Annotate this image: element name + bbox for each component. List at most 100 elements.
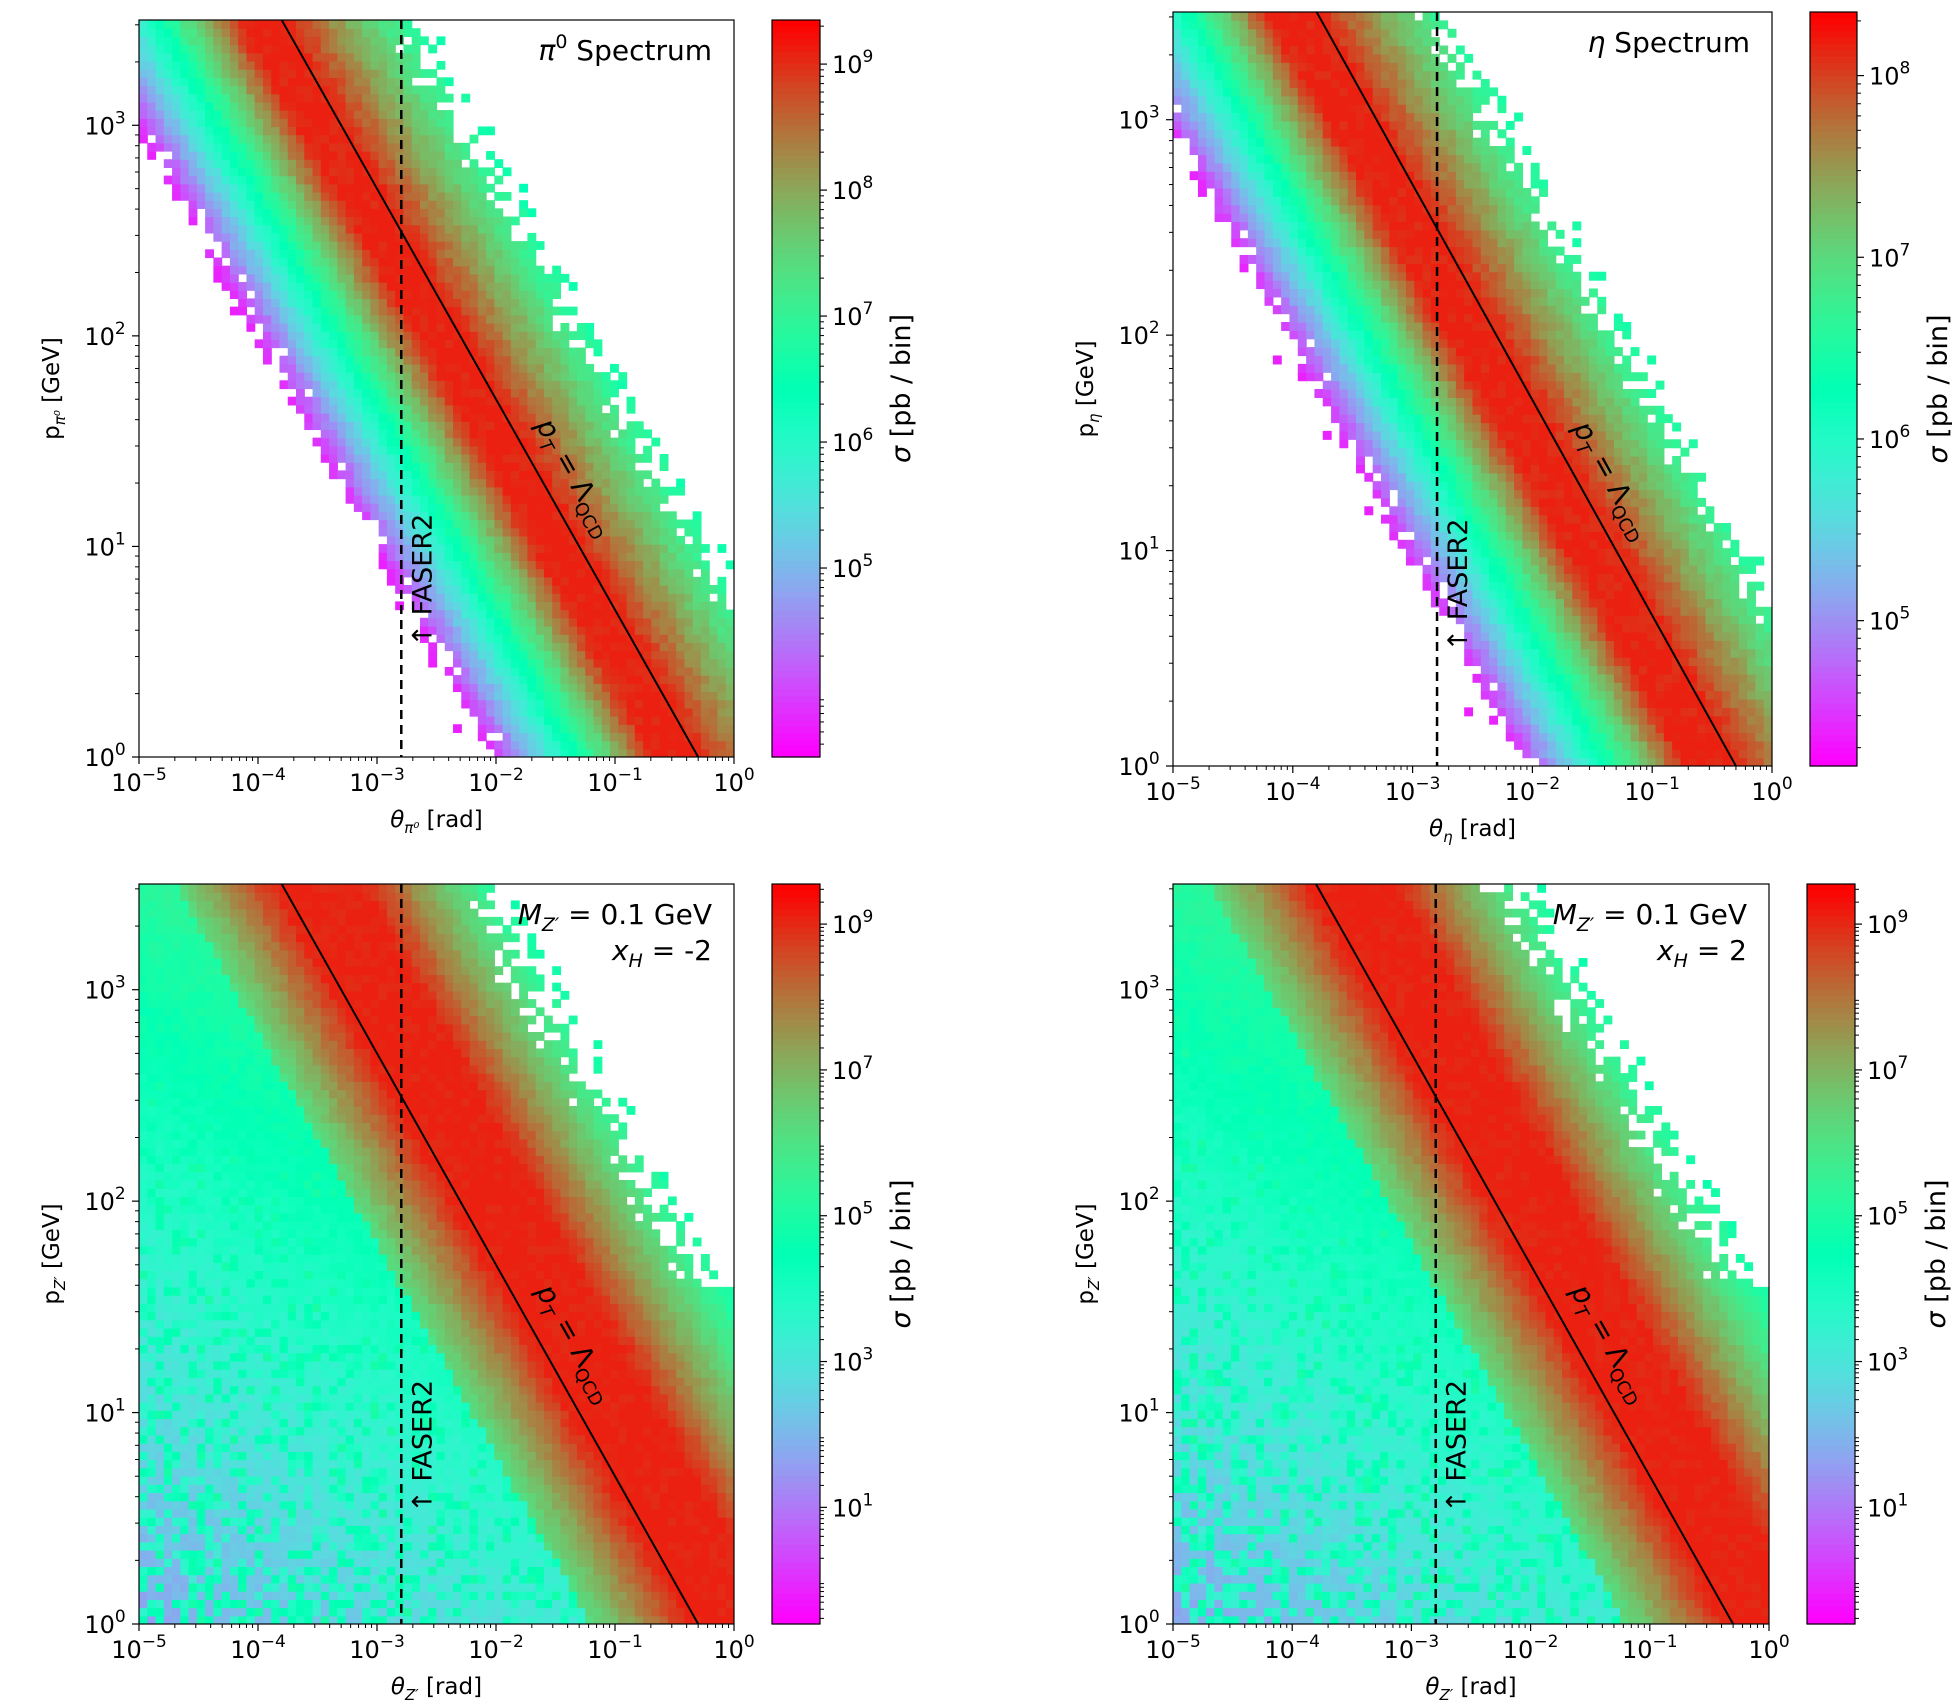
heatmap-cell — [585, 437, 595, 447]
heatmap-cell — [1672, 623, 1682, 633]
heatmap-cell — [560, 470, 570, 480]
heatmap-cell — [403, 462, 413, 471]
heatmap-cell — [585, 454, 595, 463]
heatmap-cell — [1472, 657, 1482, 667]
heatmap-cell — [486, 167, 495, 177]
heatmap-cell — [651, 683, 661, 693]
heatmap-cell — [1655, 690, 1665, 700]
heatmap-cell — [411, 126, 421, 136]
heatmap-cell — [560, 683, 570, 693]
heatmap-cell — [1622, 573, 1632, 583]
heatmap-cell — [254, 118, 264, 128]
heatmap-cell — [560, 740, 570, 750]
heatmap-cell — [395, 85, 405, 95]
heatmap-cell — [717, 666, 727, 676]
heatmap-cell — [643, 699, 652, 709]
heatmap-cell — [403, 388, 413, 398]
heatmap-cell — [576, 486, 586, 496]
heatmap-cell — [1505, 481, 1515, 491]
heatmap-cell — [527, 601, 537, 611]
heatmap-cell — [519, 396, 528, 406]
heatmap-cell — [1605, 590, 1615, 600]
heatmap-cell — [370, 249, 380, 259]
heatmap-cell — [510, 617, 520, 627]
heatmap-cell — [254, 183, 264, 193]
heatmap-cell — [593, 593, 603, 603]
heatmap-cell — [444, 118, 454, 128]
heatmap-cell — [1547, 598, 1557, 608]
heatmap-cell — [213, 142, 223, 152]
heatmap-cell — [180, 36, 190, 46]
colorbar-step — [772, 87, 820, 95]
heatmap-cell — [486, 724, 495, 734]
heatmap-cell — [453, 216, 462, 226]
heatmap-cell — [320, 159, 330, 168]
heatmap-cell — [329, 85, 338, 95]
heatmap-cell — [1680, 590, 1690, 600]
heatmap-cell — [1713, 757, 1723, 766]
heatmap-cell — [593, 527, 603, 537]
heatmap-cell — [502, 666, 512, 676]
heatmap-cell — [1622, 548, 1632, 558]
heatmap-cell — [659, 740, 669, 750]
heatmap-cell — [271, 142, 281, 152]
heatmap-cell — [403, 585, 413, 594]
heatmap-cell — [296, 249, 305, 259]
heatmap-cell — [634, 454, 644, 463]
heatmap-cell — [172, 159, 181, 168]
heatmap-cell — [1613, 631, 1623, 641]
heatmap-cell — [1647, 564, 1657, 574]
heatmap-cell — [535, 421, 545, 431]
heatmap-cell — [403, 560, 413, 570]
heatmap-cell — [353, 339, 363, 349]
heatmap-cell — [626, 683, 636, 693]
heatmap-cell — [353, 355, 363, 365]
heatmap-cell — [1697, 539, 1707, 549]
colorbar-step — [772, 99, 820, 107]
heatmap-cell — [246, 265, 256, 275]
heatmap-cell — [419, 429, 429, 439]
heatmap-cell — [1539, 682, 1548, 692]
heatmap-cell — [585, 593, 595, 603]
heatmap-cell — [213, 101, 223, 111]
heatmap-cell — [312, 200, 322, 209]
heatmap-cell — [552, 527, 562, 537]
heatmap-cell — [1372, 489, 1382, 499]
heatmap-cell — [576, 666, 586, 676]
heatmap-cell — [1422, 523, 1432, 533]
heatmap-cell — [221, 126, 231, 136]
heatmap-cell — [643, 609, 652, 619]
heatmap-cell — [1663, 590, 1673, 600]
heatmap-cell — [320, 118, 330, 128]
colorbar-step — [772, 548, 820, 555]
heatmap-cell — [362, 331, 371, 340]
heatmap-cell — [1505, 623, 1515, 633]
heatmap-cell — [552, 429, 562, 439]
heatmap-cell — [279, 85, 289, 95]
heatmap-cell — [1464, 531, 1474, 541]
heatmap-cell — [378, 142, 388, 152]
heatmap-cell — [643, 666, 652, 676]
heatmap-cell — [494, 372, 504, 381]
heatmap-cell — [147, 28, 157, 37]
heatmap-cell — [362, 339, 371, 349]
heatmap-cell — [1580, 606, 1590, 616]
heatmap-cell — [1630, 690, 1640, 700]
heatmap-cell — [1564, 715, 1573, 725]
heatmap-cell — [312, 249, 322, 259]
heatmap-cell — [643, 625, 652, 635]
heatmap-cell — [659, 593, 669, 603]
heatmap-cell — [378, 503, 388, 512]
heatmap-cell — [1663, 673, 1673, 683]
heatmap-cell — [634, 519, 644, 529]
heatmap-cell — [477, 208, 487, 218]
heatmap-cell — [469, 322, 479, 332]
heatmap-cell — [403, 126, 413, 136]
y-tick-label: 102 — [84, 319, 125, 351]
heatmap-cell — [527, 445, 537, 455]
heatmap-cell — [568, 707, 578, 717]
pt-lambda-qcd-line — [280, 19, 700, 758]
heatmap-cell — [320, 437, 330, 447]
heatmap-cell — [684, 527, 694, 537]
heatmap-cell — [643, 454, 652, 463]
